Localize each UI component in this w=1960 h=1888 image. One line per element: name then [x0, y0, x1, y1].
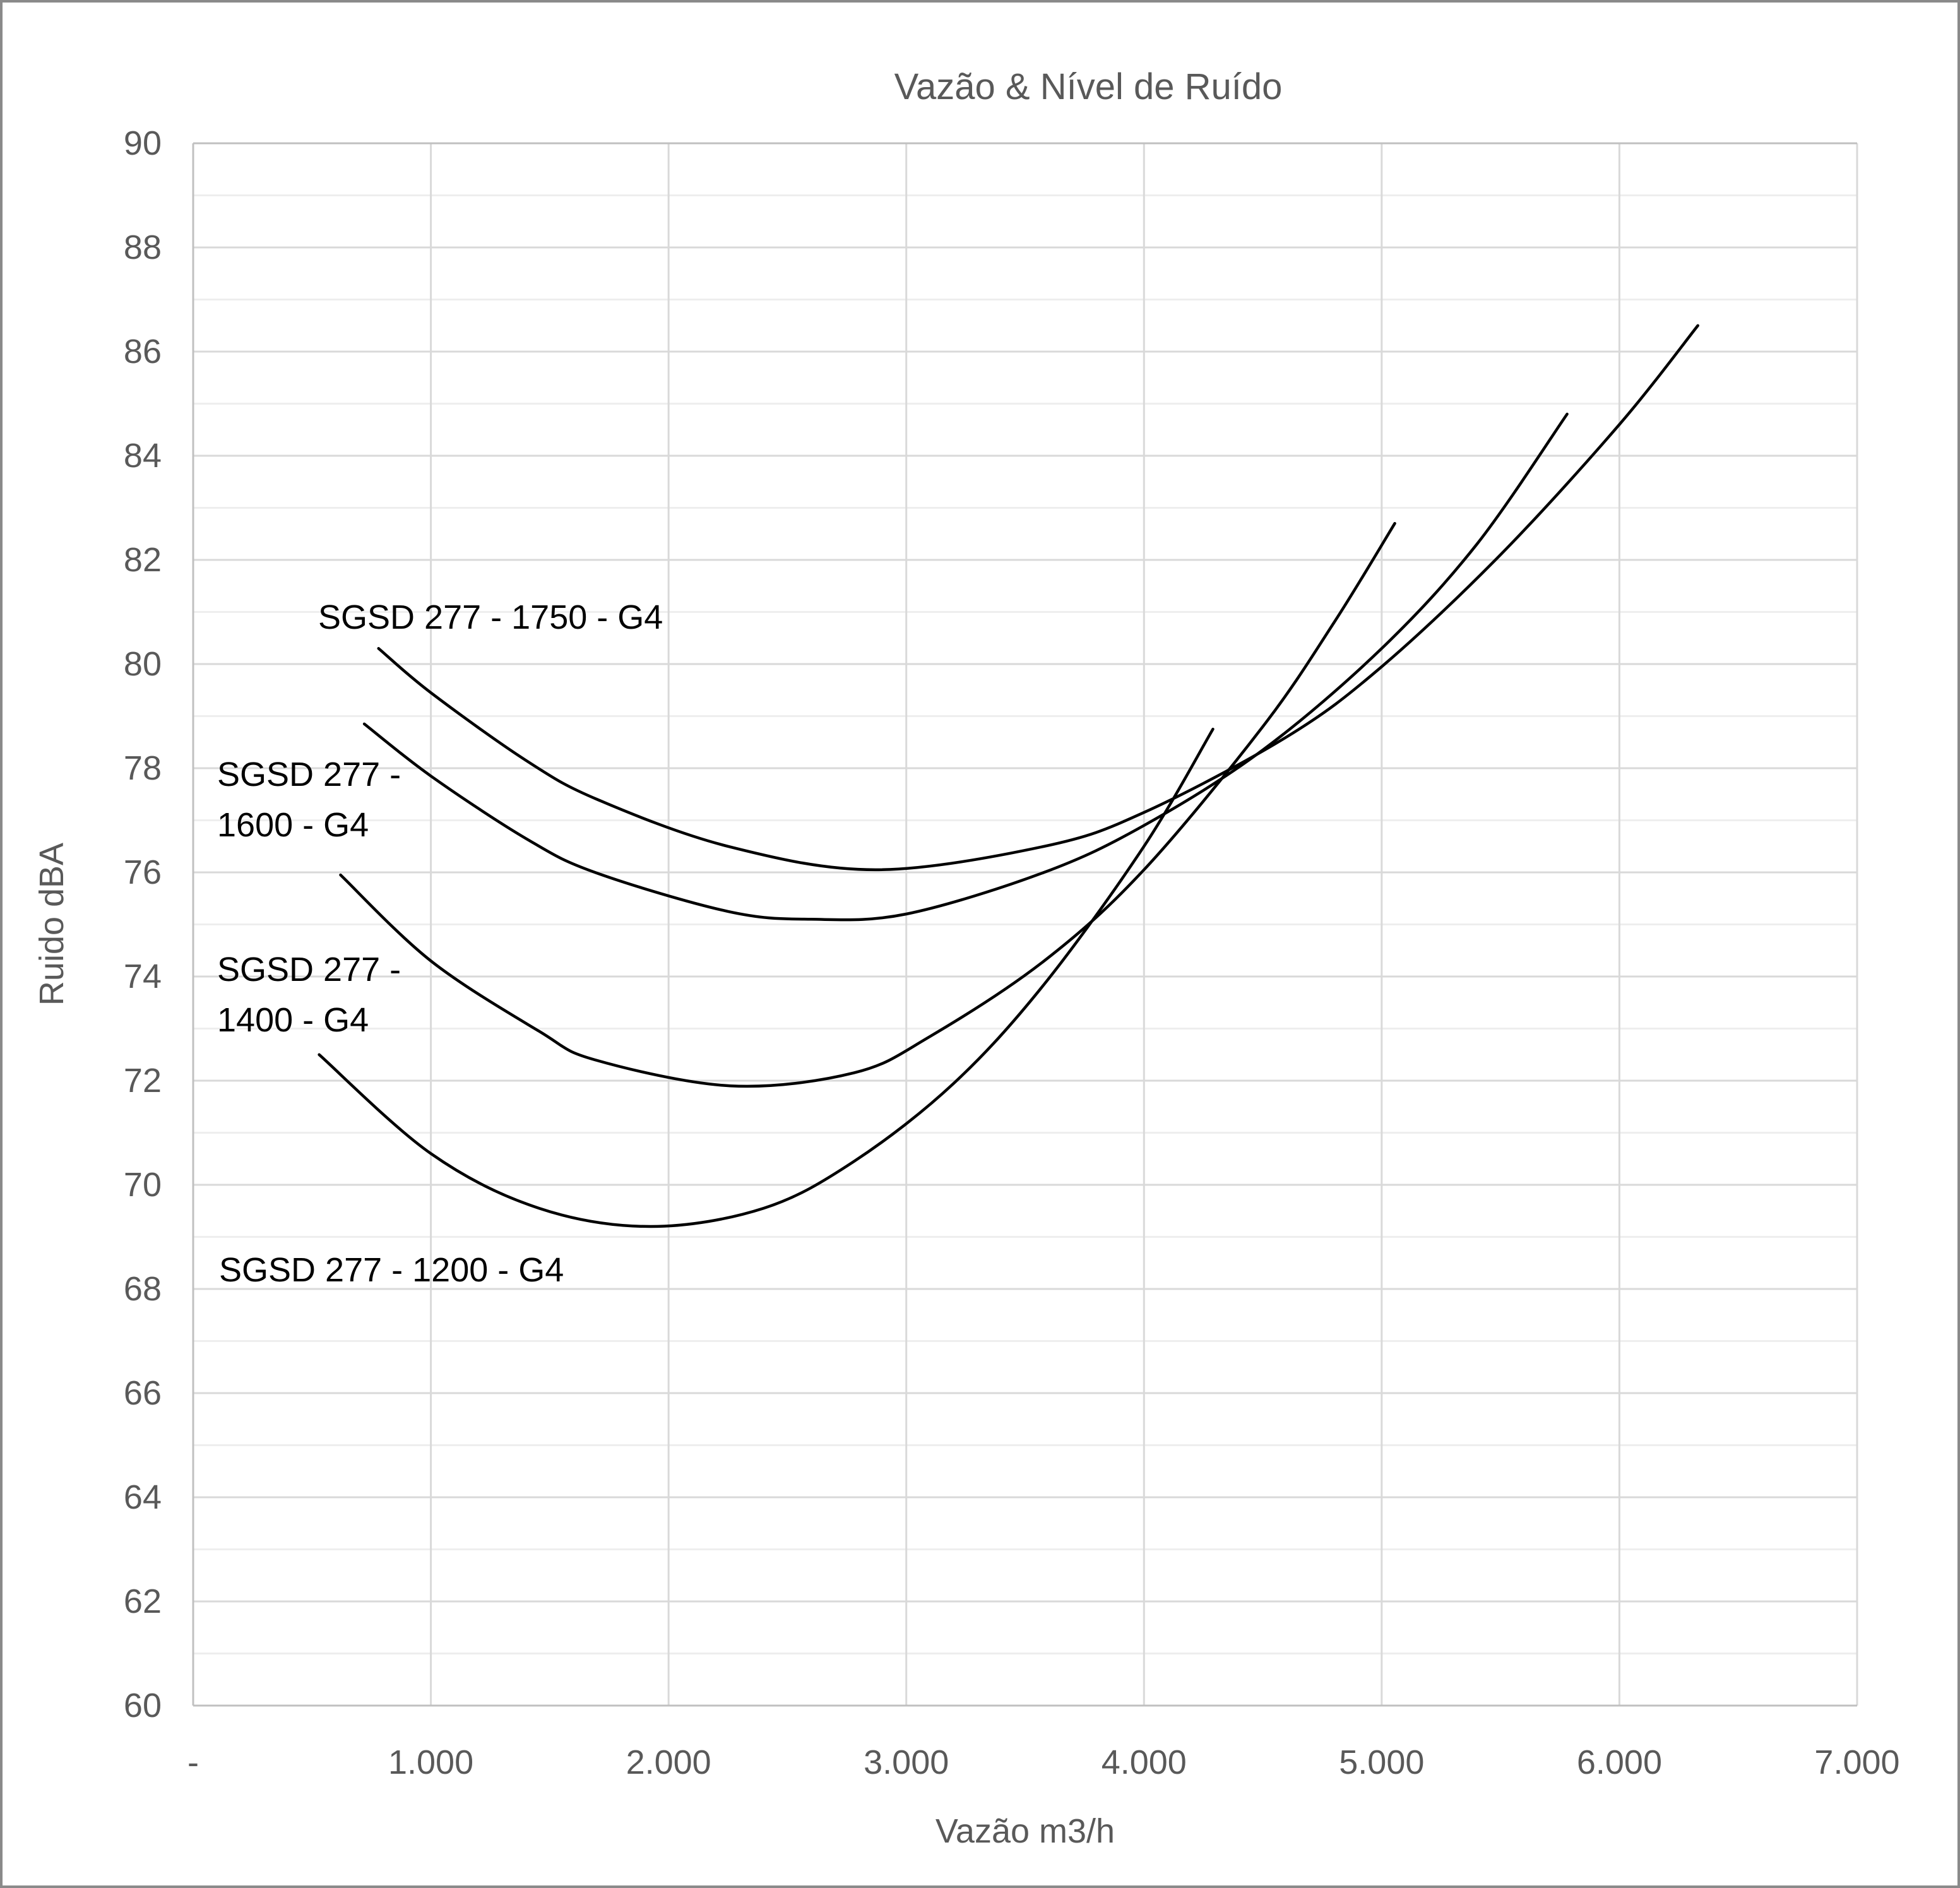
x-tick-label: 5.000	[1339, 1743, 1425, 1781]
x-tick-label: -	[187, 1743, 199, 1781]
y-tick-label: 72	[123, 1062, 162, 1100]
y-tick-label: 86	[123, 333, 162, 371]
y-tick-label: 80	[123, 645, 162, 683]
x-tick-label: 1.000	[388, 1743, 474, 1781]
x-tick-label: 4.000	[1101, 1743, 1187, 1781]
y-tick-label: 60	[123, 1687, 162, 1725]
series-label: 1400 - G4	[217, 1001, 369, 1039]
series-label: 1600 - G4	[217, 806, 369, 844]
y-tick-label: 68	[123, 1270, 162, 1308]
series-label: SGSD 277 - 1750 - G4	[318, 598, 663, 636]
x-tick-label: 7.000	[1814, 1743, 1900, 1781]
series-curve-sgsd-277-1200-g4	[318, 727, 1215, 1228]
y-tick-label: 84	[123, 437, 162, 475]
y-tick-label: 82	[123, 541, 162, 579]
y-tick-label: 70	[123, 1166, 162, 1204]
y-tick-label: 74	[123, 958, 162, 995]
y-tick-label: 90	[123, 124, 162, 162]
series-curve-sgsd-277-1600-g4	[362, 412, 1569, 922]
chart-title: Vazão & Nível de Ruído	[894, 66, 1283, 107]
plot-area-svg	[192, 142, 1858, 1707]
x-tick-label: 3.000	[864, 1743, 949, 1781]
series-label: SGSD 277 -	[217, 756, 401, 793]
x-tick-label: 2.000	[626, 1743, 711, 1781]
y-tick-label: 64	[123, 1478, 162, 1516]
series-label: SGSD 277 -	[217, 951, 401, 989]
series-curve-sgsd-277-1400-g4	[339, 521, 1396, 1088]
x-axis-title: Vazão m3/h	[935, 1812, 1115, 1850]
x-tick-label: 6.000	[1576, 1743, 1662, 1781]
y-tick-label: 76	[123, 853, 162, 891]
series-label: SGSD 277 - 1200 - G4	[219, 1251, 564, 1289]
y-tick-label: 88	[123, 229, 162, 266]
y-tick-label: 62	[123, 1582, 162, 1620]
y-tick-label: 78	[123, 749, 162, 787]
series-curve-sgsd-277-1750-g4	[377, 324, 1699, 872]
y-tick-label: 66	[123, 1374, 162, 1412]
